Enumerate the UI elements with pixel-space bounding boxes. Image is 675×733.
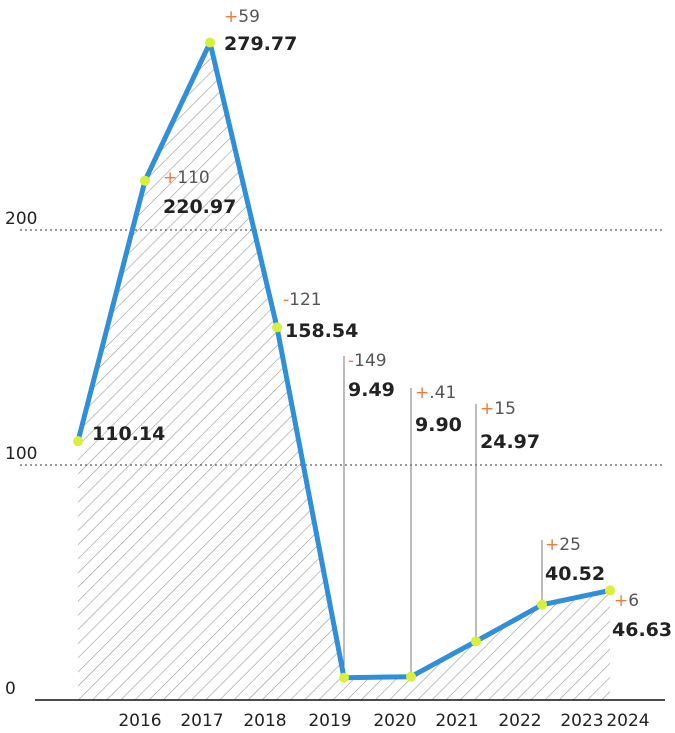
change-sign: - [348, 351, 354, 371]
change-sign: - [283, 290, 289, 310]
x-tick-label: 2024 [606, 711, 649, 731]
change-label: +.41 [415, 383, 456, 403]
marker [140, 175, 150, 186]
change-label: -121 [283, 290, 322, 310]
change-amount: 25 [559, 535, 581, 555]
value-label: 24.97 [480, 431, 540, 453]
change-sign: + [480, 399, 494, 419]
marker [272, 322, 282, 333]
change-label: +15 [480, 399, 516, 419]
change-amount: 121 [289, 290, 321, 310]
marker [537, 599, 547, 610]
marker [605, 585, 615, 596]
x-tick-label: 2022 [498, 711, 541, 731]
change-label: +110 [163, 168, 210, 188]
marker [205, 37, 215, 48]
x-tick-label: 2020 [373, 711, 416, 731]
change-amount: 15 [494, 399, 516, 419]
x-tick-label: 2017 [180, 711, 223, 731]
change-amount: 6 [628, 591, 639, 611]
value-label: 40.52 [545, 563, 605, 585]
change-label: +59 [224, 7, 260, 27]
change-sign: + [545, 535, 559, 555]
value-label: 46.63 [612, 619, 672, 641]
y-tick-label: 100 [5, 444, 37, 464]
area [78, 42, 610, 700]
marker [406, 671, 416, 682]
change-label: -149 [348, 351, 387, 371]
marker [471, 636, 481, 647]
x-tick-label: 2021 [435, 711, 478, 731]
x-tick-label: 2016 [118, 711, 161, 731]
x-tick-label: 2023 [560, 711, 603, 731]
marker [339, 672, 349, 683]
value-label: 158.54 [285, 320, 358, 342]
change-sign: + [415, 383, 429, 403]
y-tick-label: 200 [5, 209, 37, 229]
change-label: +25 [545, 535, 581, 555]
marker [73, 436, 83, 447]
change-sign: + [163, 168, 177, 188]
value-label: 110.14 [92, 423, 165, 445]
change-sign: + [614, 591, 628, 611]
change-amount: 110 [177, 168, 209, 188]
change-label: +6 [614, 591, 639, 611]
value-label: 279.77 [224, 33, 297, 55]
change-sign: + [224, 7, 238, 27]
change-amount: 149 [354, 351, 386, 371]
y-tick-label: 0 [5, 679, 16, 699]
value-label: 9.90 [415, 414, 462, 436]
x-tick-label: 2018 [243, 711, 286, 731]
value-label: 9.49 [348, 379, 395, 401]
change-amount: .41 [429, 383, 456, 403]
change-amount: 59 [238, 7, 260, 27]
x-tick-label: 2019 [308, 711, 351, 731]
value-label: 220.97 [163, 196, 236, 218]
